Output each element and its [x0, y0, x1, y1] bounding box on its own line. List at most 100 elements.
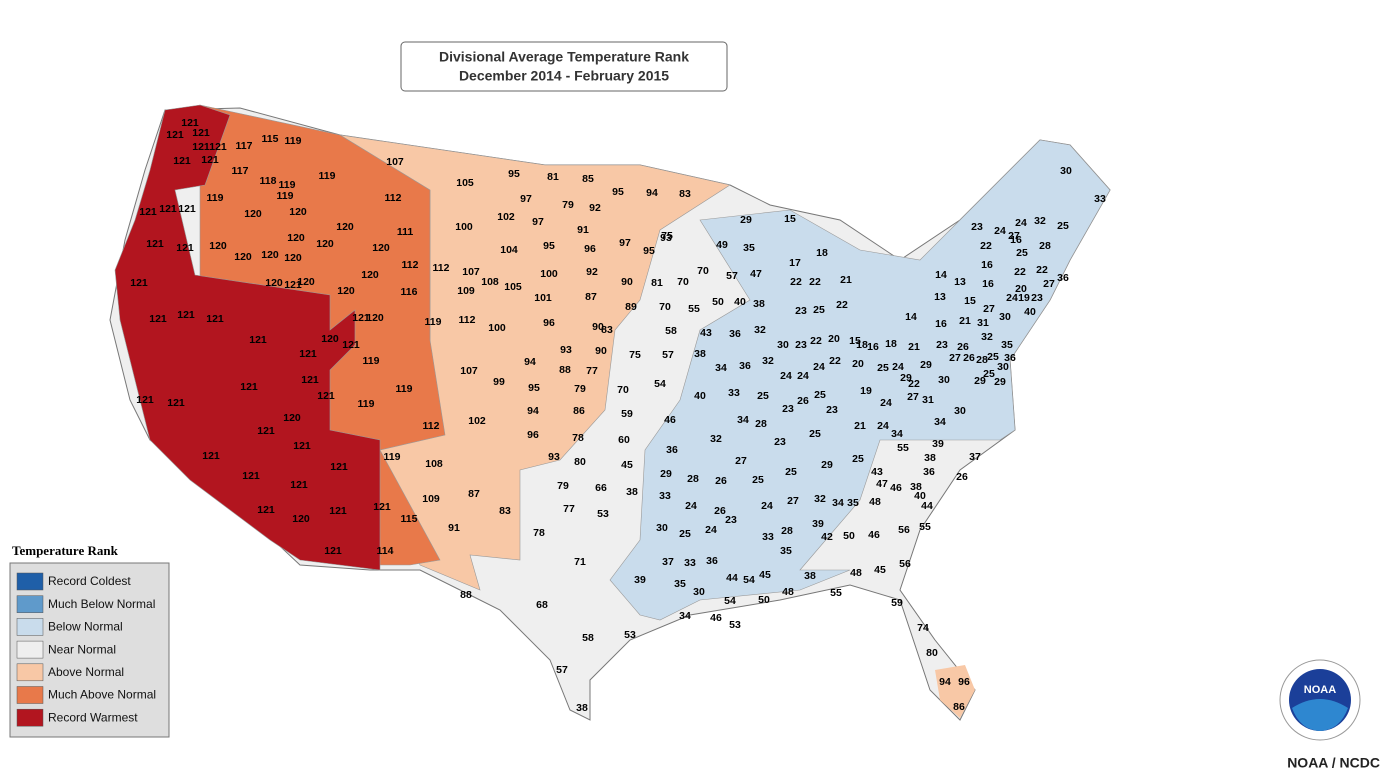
division-rank: 22: [790, 276, 802, 288]
division-rank: 54: [724, 595, 736, 607]
division-rank: 121: [209, 141, 227, 153]
legend-swatch: [16, 595, 44, 613]
division-rank: 81: [547, 171, 559, 183]
division-rank: 95: [508, 168, 520, 180]
division-rank: 19: [1018, 292, 1030, 304]
division-rank: 24: [877, 420, 889, 432]
division-rank: 117: [232, 165, 249, 177]
division-rank: 35: [743, 242, 755, 254]
division-rank: 78: [533, 527, 545, 539]
division-rank: 121: [290, 479, 308, 491]
division-rank: 60: [618, 434, 630, 446]
division-rank: 47: [876, 478, 888, 490]
division-rank: 45: [759, 569, 771, 581]
division-rank: 56: [898, 524, 910, 536]
division-rank: 45: [621, 459, 633, 471]
division-rank: 75: [629, 349, 641, 361]
division-rank: 121: [167, 397, 185, 409]
division-rank: 118: [260, 175, 277, 187]
division-rank: 23: [826, 404, 838, 416]
division-rank: 94: [527, 405, 539, 417]
division-rank: 117: [236, 140, 253, 152]
division-rank: 39: [634, 574, 646, 586]
division-rank: 120: [265, 277, 283, 289]
division-rank: 21: [854, 420, 866, 432]
division-rank: 36: [1057, 272, 1069, 284]
division-rank: 46: [890, 482, 902, 494]
division-rank: 121: [293, 440, 311, 452]
division-rank: 46: [664, 414, 676, 426]
division-rank: 119: [285, 135, 302, 147]
division-rank: 27: [907, 391, 919, 403]
division-rank: 79: [562, 199, 574, 211]
division-rank: 27: [1043, 278, 1055, 290]
division-rank: 120: [297, 276, 315, 288]
division-rank: 38: [576, 702, 588, 714]
legend-label: Record Coldest: [48, 574, 131, 588]
division-rank: 96: [584, 243, 596, 255]
division-rank: 91: [448, 522, 460, 534]
division-rank: 30: [777, 339, 789, 351]
division-rank: 121: [342, 339, 360, 351]
division-rank: 120: [321, 333, 339, 345]
division-rank: 99: [493, 376, 505, 388]
division-rank: 29: [920, 359, 932, 371]
division-rank: 27: [787, 495, 799, 507]
division-rank: 121: [352, 312, 370, 324]
division-rank: 23: [971, 221, 983, 233]
division-rank: 114: [377, 545, 394, 557]
title-box: [400, 41, 728, 92]
division-rank: 45: [874, 564, 886, 576]
division-rank: 56: [899, 558, 911, 570]
division-rank: 121: [136, 394, 154, 406]
division-rank: 121: [139, 206, 157, 218]
division-rank: 26: [957, 341, 969, 353]
division-rank: 120: [336, 221, 354, 233]
division-rank: 119: [358, 398, 375, 410]
legend-swatch: [16, 640, 44, 659]
division-rank: 119: [363, 355, 380, 367]
division-rank: 25: [983, 368, 995, 380]
division-rank: 94: [939, 676, 951, 688]
legend-swatch: [16, 572, 44, 591]
division-rank: 24: [1006, 292, 1018, 304]
division-rank: 55: [688, 303, 700, 315]
division-rank: 38: [910, 481, 922, 493]
division-rank: 40: [914, 490, 926, 502]
division-rank: 121: [178, 203, 196, 215]
division-rank: 121: [177, 309, 195, 321]
legend-swatch: [16, 663, 44, 682]
region-below-normal: [609, 139, 1111, 621]
division-rank: 35: [780, 545, 792, 557]
division-rank: 112: [402, 259, 419, 271]
division-rank: 30: [656, 522, 668, 534]
division-rank: 26: [797, 395, 809, 407]
division-rank: 70: [659, 301, 671, 313]
division-rank: 109: [457, 285, 475, 297]
division-rank: 13: [934, 291, 946, 303]
division-rank: 23: [936, 339, 948, 351]
division-rank: 36: [923, 466, 935, 478]
division-rank: 22: [1014, 266, 1026, 278]
division-rank: 119: [384, 451, 401, 463]
division-rank: 22: [810, 335, 822, 347]
division-rank: 46: [710, 612, 722, 624]
division-rank: 108: [425, 458, 443, 470]
division-rank: 97: [619, 237, 631, 249]
division-rank: 36: [666, 444, 678, 456]
division-rank: 34: [679, 610, 691, 622]
legend-swatch: [16, 686, 44, 704]
legend-label: Record Warmest: [48, 710, 138, 724]
division-rank: 34: [737, 414, 749, 426]
division-rank: 102: [468, 415, 486, 427]
division-rank: 33: [762, 531, 774, 543]
division-rank: 112: [385, 192, 402, 204]
division-rank: 30: [938, 374, 950, 386]
division-rank: 119: [279, 179, 296, 191]
division-rank: 100: [540, 268, 558, 280]
division-rank: 48: [850, 567, 862, 579]
division-rank: 79: [557, 480, 569, 492]
division-rank: 34: [832, 497, 844, 509]
